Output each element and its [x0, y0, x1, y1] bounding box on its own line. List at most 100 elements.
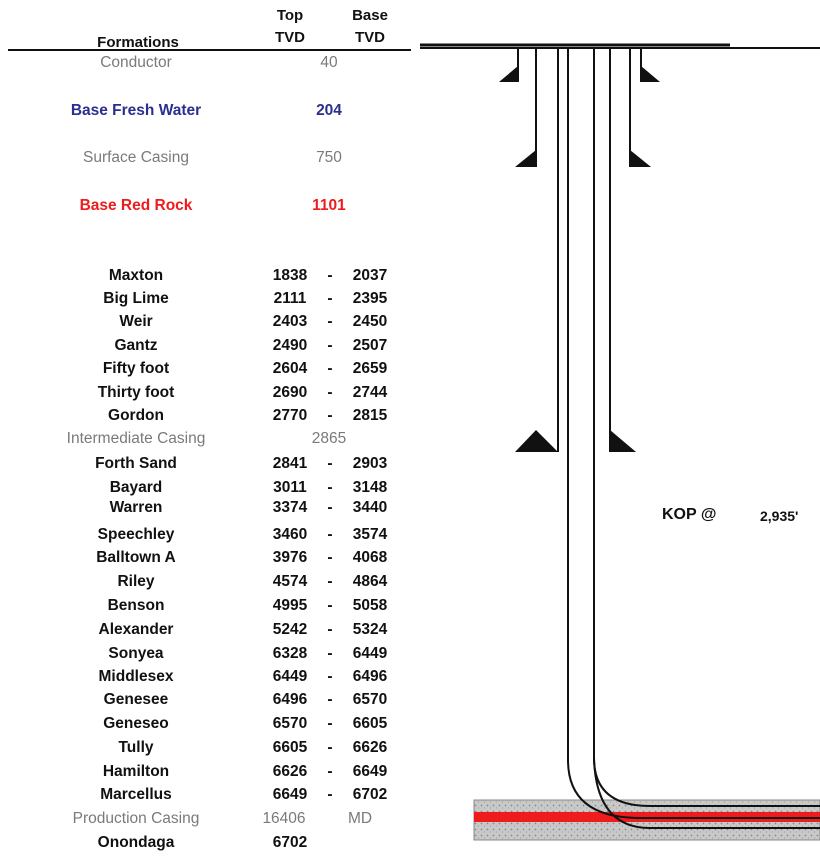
formation-base: 2659 [352, 360, 388, 377]
conductor-shoe-right [641, 66, 660, 82]
formation-top: 2841 [272, 455, 308, 472]
formation-name: Fifty foot [102, 360, 170, 377]
formation-row: Hamilton 6626 - 6649 [0, 761, 410, 783]
formation-top: 2770 [272, 407, 308, 424]
formation-base: 6570 [352, 691, 388, 708]
range-dash: - [327, 763, 333, 780]
marker-name: Surface Casing [83, 149, 189, 166]
marker-name: Base Fresh Water [70, 102, 202, 119]
marker-name: Production Casing [72, 810, 200, 827]
formation-row: Balltown A 3976 - 4068 [0, 547, 410, 569]
formation-name: Warren [109, 499, 163, 516]
formation-row: Gordon 2770 - 2815 [0, 405, 410, 427]
formation-top: 6702 [272, 834, 308, 851]
top-tvd-header-line2: TVD [275, 29, 305, 46]
formation-base: 6649 [352, 763, 388, 780]
marker-row-base-fresh-water: Base Fresh Water 204 [0, 100, 410, 122]
formation-row: Big Lime 2111 - 2395 [0, 288, 410, 310]
formation-top: 1838 [272, 267, 308, 284]
formation-top: 3976 [272, 549, 308, 566]
formation-name: Bayard [109, 479, 163, 496]
formation-name: Marcellus [100, 786, 172, 803]
production-casing-outer [567, 48, 820, 819]
top-tvd-header-line1: Top [276, 7, 304, 24]
formation-name: Geneseo [103, 715, 169, 732]
formation-base: 5058 [352, 597, 388, 614]
formation-base: 4068 [352, 549, 388, 566]
formation-name: Gordon [108, 407, 164, 424]
range-dash: - [327, 455, 333, 472]
marker-row-surface-casing: Surface Casing 750 [0, 147, 410, 169]
formation-base: 6626 [352, 739, 388, 756]
formation-name: Speechley [97, 526, 175, 543]
range-dash: - [327, 621, 333, 638]
formation-name: Genesee [103, 691, 169, 708]
formation-top: 2111 [273, 290, 307, 307]
formation-top: 2490 [272, 337, 308, 354]
formation-name: Gantz [114, 337, 158, 354]
marker-row-intermediate-casing: Intermediate Casing 2865 [0, 428, 410, 450]
formation-row: Forth Sand 2841 - 2903 [0, 453, 410, 475]
formation-top: 5242 [272, 621, 308, 638]
formation-row: Thirty foot 2690 - 2744 [0, 382, 410, 404]
production-casing-md: 16406 [262, 810, 306, 827]
formation-top: 6328 [272, 645, 308, 662]
formation-row: Sonyea 6328 - 6449 [0, 643, 410, 665]
range-dash: - [327, 786, 333, 803]
formation-row-onondaga: Onondaga 6702 [0, 832, 410, 854]
formation-row: Riley 4574 - 4864 [0, 571, 410, 593]
formation-name: Hamilton [102, 763, 170, 780]
kop-value: 2,935' [760, 508, 799, 524]
formation-row: Maxton 1838 - 2037 [0, 265, 410, 287]
marker-depth: 750 [316, 149, 342, 166]
range-dash: - [327, 715, 333, 732]
marker-row-production-casing: Production Casing 16406 MD [0, 808, 410, 830]
formation-base: 6449 [352, 645, 388, 662]
range-dash: - [327, 526, 333, 543]
formation-name: Onondaga [97, 834, 175, 851]
formation-base: 2744 [352, 384, 388, 401]
base-tvd-header-line1: Base [352, 7, 388, 24]
formation-name: Weir [119, 313, 153, 330]
formation-top: 6449 [272, 668, 308, 685]
formation-top: 6626 [272, 763, 308, 780]
formation-base: 6605 [352, 715, 388, 732]
marker-row-conductor: Conductor 40 [0, 52, 410, 74]
formation-top: 6649 [272, 786, 308, 803]
formation-row: Benson 4995 - 5058 [0, 595, 410, 617]
formation-row: Geneseo 6570 - 6605 [0, 713, 410, 735]
formation-name: Big Lime [103, 290, 169, 307]
formation-name: Thirty foot [97, 384, 175, 401]
formation-name: Benson [107, 597, 165, 614]
formation-base: 2395 [352, 290, 388, 307]
formation-name: Alexander [98, 621, 174, 638]
range-dash: - [327, 668, 333, 685]
formation-name: Middlesex [98, 668, 174, 685]
formation-top: 3011 [273, 479, 307, 496]
formation-base: 5324 [352, 621, 388, 638]
marker-depth: 1101 [312, 197, 346, 214]
formation-base: 2450 [352, 313, 388, 330]
base-tvd-header-line2: TVD [355, 29, 385, 46]
formation-name: Maxton [108, 267, 164, 284]
formation-row: Warren 3374 - 3440 [0, 497, 410, 519]
formation-base: 6702 [352, 786, 388, 803]
range-dash: - [327, 499, 333, 516]
formation-top: 2690 [272, 384, 308, 401]
formation-base: 2507 [352, 337, 388, 354]
formation-row: Middlesex 6449 - 6496 [0, 666, 410, 688]
surface-casing-shoe-right [630, 150, 651, 167]
formation-top: 4574 [272, 573, 308, 590]
formation-name: Riley [117, 573, 155, 590]
formation-base: 3148 [352, 479, 388, 496]
production-casing-inner-bottom [593, 757, 820, 829]
formation-top: 6570 [272, 715, 308, 732]
formation-base: 6496 [352, 668, 388, 685]
marker-depth: 204 [316, 102, 342, 119]
surface-casing-shoe-left [515, 150, 536, 167]
range-dash: - [327, 479, 333, 496]
formation-row: Genesee 6496 - 6570 [0, 689, 410, 711]
formation-top: 6496 [272, 691, 308, 708]
range-dash: - [327, 573, 333, 590]
marker-depth: 40 [320, 54, 338, 71]
